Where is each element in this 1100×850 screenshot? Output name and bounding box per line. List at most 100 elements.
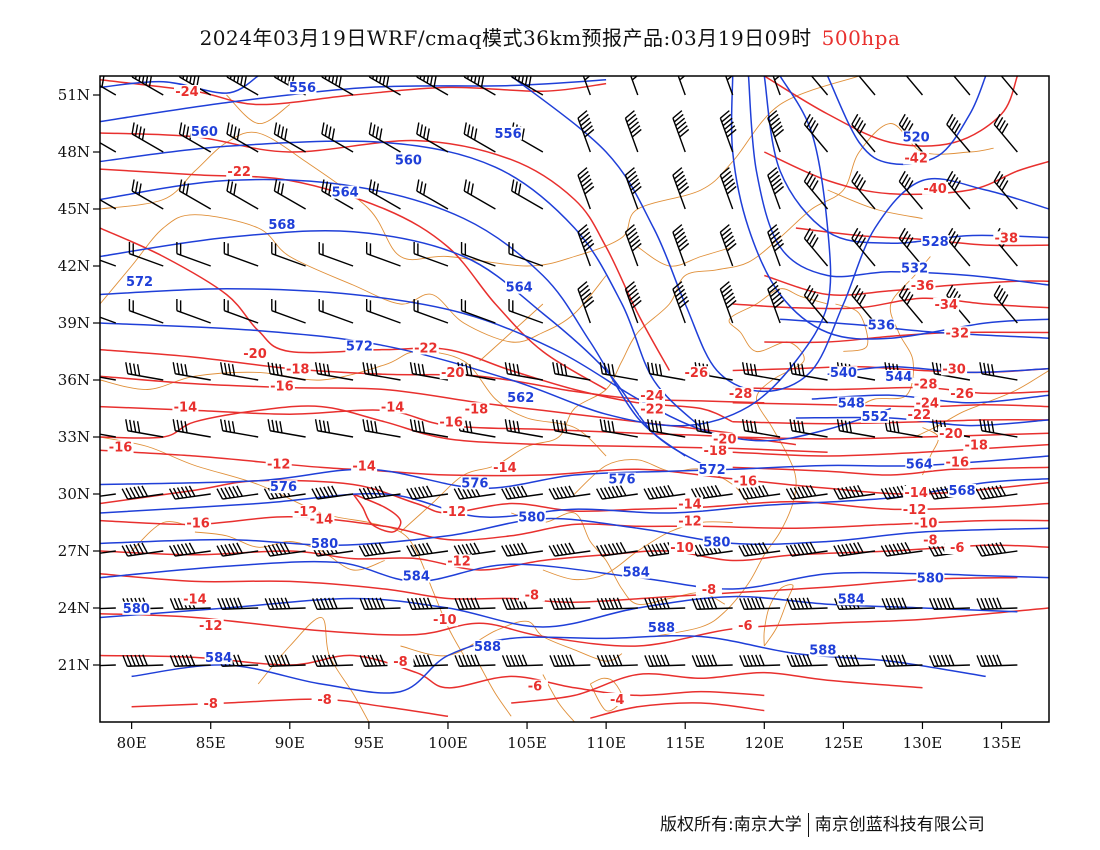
temperature-label-bg	[683, 366, 710, 380]
wind-barb	[100, 433, 116, 438]
wind-barb	[725, 76, 734, 96]
border-line	[858, 256, 931, 408]
wind-barb	[928, 597, 970, 610]
height-contour-line	[510, 76, 1049, 393]
temperature-contour-label: -20	[713, 433, 737, 448]
height-contour-label: 572	[346, 340, 373, 355]
wind-barb	[549, 597, 591, 610]
wind-barb	[100, 664, 116, 667]
height-label-bg	[948, 484, 977, 497]
wind-barb	[691, 654, 733, 667]
temperature-label-bg	[284, 362, 311, 376]
temperature-label-bg	[711, 432, 738, 446]
border-line	[226, 94, 291, 124]
wind-barb	[975, 542, 1018, 557]
temperature-contour-label: -12	[903, 503, 927, 518]
height-label-bg	[204, 651, 233, 665]
x-tick-label: 95E	[354, 734, 384, 752]
wind-barb	[368, 122, 401, 153]
y-tick-label: 48N	[58, 143, 90, 161]
wind-barb	[803, 284, 829, 324]
height-contour-label: 520	[903, 131, 930, 146]
border-line	[914, 370, 1049, 438]
wind-barb	[406, 597, 448, 610]
height-contour-line	[100, 140, 702, 429]
wind-barb	[833, 542, 876, 557]
border-lines	[100, 76, 1049, 722]
temperature-contour-label: -16	[734, 475, 758, 490]
wind-barb	[596, 597, 638, 610]
height-contour-line	[100, 230, 702, 465]
temperature-contour-label: -20	[243, 347, 267, 362]
height-contour-label: 588	[474, 640, 501, 655]
wind-barb	[599, 362, 638, 381]
wind-barb	[463, 76, 496, 96]
y-tick-label: 39N	[58, 314, 90, 332]
wind-barb	[719, 281, 737, 324]
temperature-contour-label: -14	[904, 486, 928, 501]
wind-barb	[226, 76, 259, 96]
temperature-label-bg	[439, 366, 466, 380]
wind-barb	[624, 110, 642, 153]
wind-barb	[172, 419, 211, 438]
height-contour-label: 564	[332, 186, 359, 201]
wind-barb	[880, 542, 923, 557]
temperature-contour-line	[590, 702, 765, 719]
temperature-contour-label: -8	[203, 697, 217, 712]
height-contour-label: 572	[699, 463, 726, 478]
wind-barb	[577, 281, 595, 324]
temperature-contour-labels: -24-22-20 -22-18-16-20-14 -14 -18-16-16-12-…	[107, 85, 1020, 712]
temperature-contour-line	[100, 449, 1049, 495]
height-label-bg	[506, 390, 535, 404]
wind-barb	[362, 419, 401, 438]
temperature-contour-label: -30	[942, 362, 966, 377]
wind-barb	[321, 179, 354, 210]
temperature-contour-label: -14	[381, 400, 405, 415]
temperature-label-bg	[308, 512, 335, 526]
wind-barb	[125, 362, 164, 381]
height-contour-label: 580	[123, 602, 150, 617]
wind-barb	[219, 419, 259, 438]
temperature-contour-line	[100, 405, 828, 453]
wind-barb	[549, 654, 591, 667]
wind-barb	[168, 485, 211, 500]
temperature-label-bg	[173, 85, 200, 98]
wind-barb	[501, 542, 543, 557]
border-line	[479, 664, 512, 717]
wind-barb	[577, 224, 595, 267]
height-contour-label: 560	[395, 153, 422, 168]
x-tick-label: 100E	[428, 734, 468, 752]
temperature-label-bg	[518, 588, 545, 602]
temperature-label-bg	[917, 533, 944, 547]
temperature-contour-label: -8	[525, 589, 539, 604]
wind-barb	[739, 654, 781, 667]
temperature-contour-label: -12	[447, 554, 471, 569]
temperature-contour-label: -40	[923, 182, 947, 197]
temperature-contour-line	[763, 76, 1019, 147]
temperature-contour-line	[732, 419, 1049, 425]
height-contour-labels: 556 556 560 560 564 568 572 564 572 520 528 532 536 5…	[122, 81, 977, 666]
temperature-label-bg	[311, 693, 338, 706]
height-label-bg	[473, 639, 502, 653]
wind-barb	[789, 419, 828, 438]
wind-barb	[785, 485, 828, 500]
temperature-contour-label: -16	[186, 516, 210, 531]
wind-barb	[976, 597, 1018, 610]
height-label-bg	[916, 571, 945, 585]
wind-barb	[314, 419, 354, 438]
wind-barb	[993, 113, 1018, 153]
wind-barb	[741, 419, 781, 438]
temperature-label-bg	[181, 592, 208, 606]
y-tick-label: 30N	[58, 485, 90, 503]
height-contour-label: 556	[289, 81, 316, 96]
wind-barb	[624, 281, 642, 324]
temperature-contour-label: -14	[174, 400, 198, 415]
wind-barb	[548, 542, 591, 557]
height-contour-line	[747, 76, 1049, 286]
wind-barb	[789, 362, 828, 381]
height-contour-label: 540	[830, 366, 857, 381]
wind-barb	[416, 122, 449, 153]
temperature-contour-label: -24	[175, 85, 199, 100]
x-tick-label: 120E	[745, 734, 785, 752]
wind-barb	[691, 597, 733, 610]
